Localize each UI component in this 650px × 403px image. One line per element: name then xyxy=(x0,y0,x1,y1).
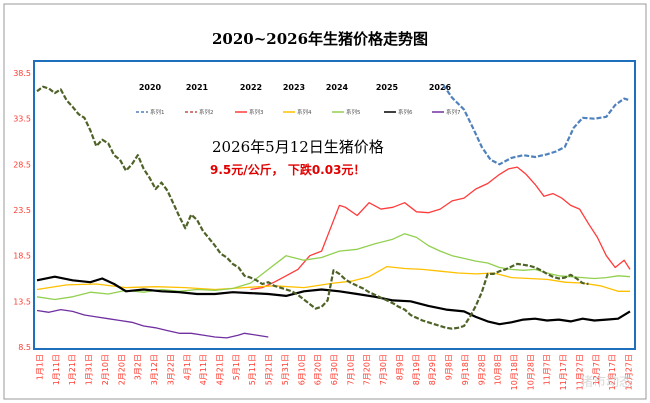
x-tick-label: 11月27日 xyxy=(575,354,584,390)
plot-area xyxy=(33,60,636,350)
x-tick-label: 3月22日 xyxy=(166,354,175,385)
x-tick-label: 2月10日 xyxy=(101,354,110,385)
x-tick-label: 7月10日 xyxy=(346,354,355,385)
x-tick-label: 11月17日 xyxy=(559,354,568,390)
x-tick-label: 1月11日 xyxy=(52,354,61,385)
x-tick-label: 5月31日 xyxy=(281,354,290,385)
x-tick-label: 8月9日 xyxy=(395,354,404,380)
legend: 系列1 系列2 系列3 系列4 系列5 系列6 系列7 xyxy=(136,108,461,116)
series-line-系列4 xyxy=(36,265,630,292)
x-tick-label: 3月12日 xyxy=(150,354,159,385)
chart-title: 2020~2026年生猪价格走势图 xyxy=(212,30,428,48)
x-tick-label: 12月27日 xyxy=(625,354,634,390)
x-tick-label: 1月1日 xyxy=(36,354,45,380)
x-tick-label: 11月7日 xyxy=(543,354,552,385)
x-tick-label: 6月30日 xyxy=(330,354,339,385)
series-line-系列6 xyxy=(36,275,631,326)
x-tick-label: 5月1日 xyxy=(232,354,241,380)
year-label: 2026 xyxy=(429,83,452,92)
x-tick-label: 1月31日 xyxy=(85,354,94,385)
x-tick-label: 4月11日 xyxy=(199,354,208,385)
x-tick-label: 4月1日 xyxy=(183,354,192,380)
annotation-title: 2026年5月12日生猪价格 xyxy=(212,138,384,156)
series-lines xyxy=(36,84,631,339)
y-tick-label: 8.5 xyxy=(18,343,31,352)
y-tick-label: 38.5 xyxy=(13,69,31,78)
x-axis: 1月1日 1月11日 1月21日 1月31日 2月10日 2月20日 3月2日 3月12日 3月… xyxy=(36,354,634,390)
x-tick-label: 1月21日 xyxy=(68,354,77,385)
year-label: 2020 xyxy=(139,83,162,92)
x-tick-label: 10月18日 xyxy=(510,354,519,390)
year-label: 2023 xyxy=(283,83,305,92)
legend-label: 系列1 xyxy=(150,108,165,116)
annotation-subtitle: 9.5元/公斤， 下跌0.03元！ xyxy=(210,162,365,177)
legend-label: 系列3 xyxy=(249,108,264,116)
x-tick-label: 8月19日 xyxy=(412,354,421,385)
legend-label: 系列5 xyxy=(346,108,361,116)
x-tick-label: 5月11日 xyxy=(248,354,257,385)
y-tick-label: 18.5 xyxy=(13,252,31,261)
y-tick-label: 13.5 xyxy=(13,297,31,306)
x-tick-label: 8月29日 xyxy=(428,354,437,385)
y-tick-label: 23.5 xyxy=(13,206,31,215)
x-tick-label: 6月20日 xyxy=(314,354,323,385)
x-tick-label: 4月21日 xyxy=(215,354,224,385)
legend-label: 系列2 xyxy=(199,108,214,116)
year-label: 2022 xyxy=(240,83,262,92)
x-tick-label: 6月10日 xyxy=(297,354,306,385)
series-line-series-7 xyxy=(36,85,589,330)
y-axis: 38.5 33.5 28.5 23.5 18.5 13.5 8.5 xyxy=(13,69,31,352)
x-tick-label: 12月17日 xyxy=(608,354,617,390)
y-tick-label: 28.5 xyxy=(13,160,31,169)
year-label: 2021 xyxy=(186,83,209,92)
x-tick-label: 9月18日 xyxy=(461,354,470,385)
series-line-系列1 xyxy=(442,84,631,166)
legend-label: 系列7 xyxy=(446,108,461,116)
year-label: 2025 xyxy=(376,83,399,92)
x-tick-label: 9月8日 xyxy=(445,354,454,380)
x-tick-label: 3月2日 xyxy=(134,354,143,380)
series-line-系列3 xyxy=(250,166,631,291)
legend-label: 系列4 xyxy=(297,108,312,116)
x-tick-label: 7月30日 xyxy=(379,354,388,385)
y-tick-label: 33.5 xyxy=(13,115,31,124)
x-tick-label: 9月28日 xyxy=(477,354,486,385)
series-line-系列7 xyxy=(36,308,269,339)
x-tick-label: 12月7日 xyxy=(592,354,601,385)
x-tick-label: 5月21日 xyxy=(265,354,274,385)
x-tick-label: 7月20日 xyxy=(363,354,372,385)
x-tick-label: 2月20日 xyxy=(117,354,126,385)
x-tick-label: 10月28日 xyxy=(526,354,535,390)
legend-label: 系列6 xyxy=(398,108,413,116)
x-tick-label: 10月8日 xyxy=(494,354,503,385)
watermark: 猪市动态 xyxy=(580,374,632,390)
outer-frame xyxy=(3,3,647,400)
year-labels: 2020 2021 2022 2023 2024 2025 2026 xyxy=(139,83,452,92)
year-label: 2024 xyxy=(326,83,349,92)
